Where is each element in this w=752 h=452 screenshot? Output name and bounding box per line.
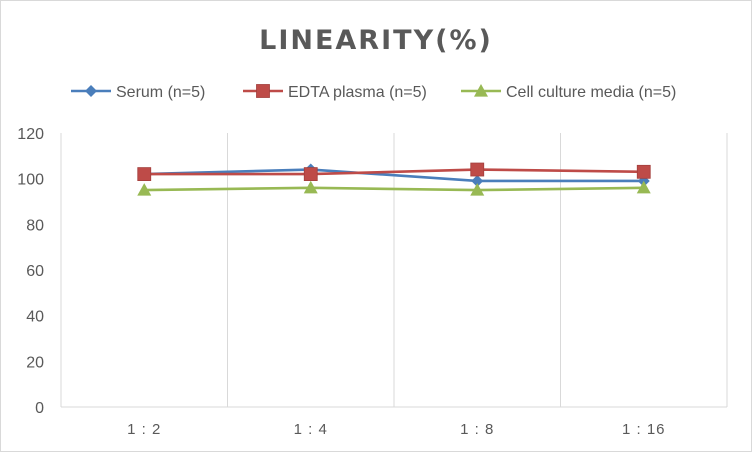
y-tick-label: 60 — [26, 263, 44, 280]
y-tick-label: 80 — [26, 217, 44, 234]
legend-marker-3 — [474, 84, 488, 97]
data-point-series-3 — [137, 183, 152, 196]
plot-area: 0 20 40 60 80 100 120 1 : 2 1 : 4 1 : 8 1 : 16 — [17, 126, 728, 438]
data-point-series-3 — [303, 180, 318, 194]
legend-marker-2 — [256, 84, 270, 98]
chart-title: LINEARITY(%) — [259, 25, 493, 56]
y-tick-label: 100 — [17, 172, 44, 189]
series-line-1 — [144, 168, 644, 183]
data-point-series-2 — [470, 162, 485, 177]
data-point-series-3 — [470, 183, 485, 196]
data-point-series-2 — [303, 167, 318, 182]
data-point-series-2 — [137, 167, 152, 182]
data-point-series-2 — [636, 164, 651, 179]
x-tick-label: 1 : 4 — [294, 421, 328, 438]
series-line-3 — [144, 186, 644, 192]
y-tick-label: 20 — [26, 354, 44, 371]
x-tick-label: 1 : 16 — [622, 421, 666, 438]
y-tick-label: 0 — [35, 400, 44, 417]
legend: Serum (n=5) EDTA plasma (n=5) Cell culture… — [71, 84, 676, 101]
legend-marker-1 — [85, 85, 97, 97]
legend-label-1: Serum (n=5) — [116, 84, 205, 101]
legend-label-2: EDTA plasma (n=5) — [288, 84, 427, 101]
x-tick-label: 1 : 8 — [460, 421, 494, 438]
y-tick-label: 40 — [26, 309, 44, 326]
x-tick-label: 1 : 2 — [127, 421, 161, 438]
y-tick-label: 120 — [17, 126, 44, 143]
series-line-2 — [144, 168, 644, 176]
legend-label-3: Cell culture media (n=5) — [506, 84, 676, 101]
data-point-series-3 — [636, 180, 651, 194]
data-point-series-1 — [471, 174, 484, 187]
